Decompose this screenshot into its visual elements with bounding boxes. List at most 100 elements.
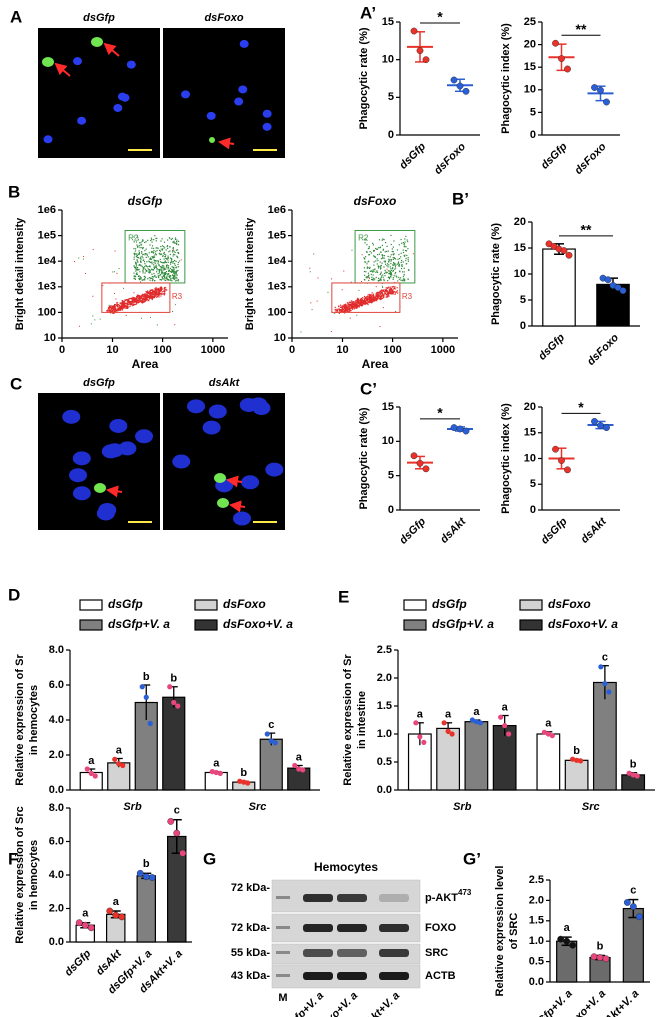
event-dot (406, 239, 408, 241)
x-tick-label: 10 (336, 344, 348, 356)
event-dot (390, 273, 392, 275)
protein-name: ACTB (425, 970, 456, 982)
event-dot (367, 296, 369, 298)
event-dot (379, 326, 381, 328)
event-dot (154, 293, 156, 295)
y-tick-label: 1e3 (268, 281, 286, 293)
event-dot (374, 256, 376, 258)
event-dot (150, 295, 152, 297)
event-dot (395, 271, 397, 274)
event-dot (398, 276, 400, 279)
event-dot (135, 300, 137, 302)
event-dot (379, 246, 382, 248)
x-tick-label: dsGfp (536, 331, 567, 362)
event-dot (363, 299, 365, 301)
event-dot (174, 304, 176, 306)
event-dot (178, 260, 180, 262)
event-dot (407, 240, 409, 243)
event-dot (393, 257, 395, 259)
event-dot (382, 287, 384, 289)
event-dot (122, 302, 124, 304)
significance-letter: a (417, 709, 424, 721)
event-dot (167, 247, 169, 249)
data-point (410, 452, 418, 460)
data-point (564, 466, 571, 474)
event-dot (135, 299, 137, 301)
event-dot (369, 267, 371, 270)
event-dot (148, 292, 150, 294)
event-dot (138, 245, 141, 247)
event-dot (163, 276, 166, 278)
event-dot (351, 305, 353, 308)
arrow (106, 485, 123, 498)
legend-label: dsFoxo (548, 597, 591, 611)
event-dot (170, 278, 172, 280)
event-dot (145, 265, 147, 267)
event-dot (107, 310, 109, 312)
event-dot (121, 303, 124, 305)
event-dot (161, 267, 163, 269)
event-dot (121, 305, 123, 307)
event-dot (351, 302, 353, 305)
event-dot (364, 303, 366, 305)
event-dot (357, 300, 359, 302)
data-point (574, 757, 580, 763)
y-tick-label: 4.0 (49, 714, 64, 726)
data-point (112, 756, 118, 762)
event-dot (152, 293, 155, 296)
event-dot (156, 296, 158, 298)
event-dot (361, 301, 363, 303)
event-dot (360, 298, 362, 300)
event-dot (407, 256, 409, 259)
event-dot (167, 266, 170, 269)
event-dot (147, 292, 149, 295)
event-dot (340, 309, 342, 311)
event-dot (153, 264, 155, 266)
event-dot (176, 243, 178, 246)
y-tick-label: 5 (388, 470, 394, 482)
event-dot (122, 305, 124, 307)
event-dot (119, 304, 121, 306)
event-dot (145, 291, 148, 293)
event-dot (391, 248, 393, 250)
event-dot (361, 254, 363, 256)
event-dot (392, 278, 394, 280)
event-dot (157, 289, 159, 291)
event-dot (394, 292, 397, 294)
event-dot (123, 302, 126, 305)
event-dot (341, 308, 344, 310)
marker-band (276, 896, 290, 899)
event-dot (82, 258, 84, 260)
event-dot (174, 270, 176, 273)
event-dot (158, 249, 161, 251)
event-dot (121, 306, 123, 308)
y-tick-label: 2.0 (49, 902, 64, 914)
event-dot (174, 263, 176, 265)
event-dot (385, 272, 387, 274)
y-axis-label: Phagocytic rate (%) (358, 407, 370, 509)
y-tick-label: 5 (530, 106, 536, 118)
event-dot (149, 272, 151, 274)
event-dot (377, 295, 380, 297)
event-dot (345, 305, 347, 307)
panel-letter: B’ (452, 189, 469, 208)
event-dot (147, 239, 149, 241)
data-point (171, 699, 177, 706)
nucleus (206, 111, 216, 120)
event-dot (134, 278, 136, 280)
significance-mark: * (437, 405, 443, 421)
event-dot (365, 238, 367, 240)
event-dot (145, 264, 147, 267)
event-dot (341, 307, 343, 309)
event-dot (164, 272, 167, 274)
event-dot (173, 269, 175, 271)
event-dot (151, 241, 153, 243)
data-point (173, 829, 181, 837)
event-dot (164, 271, 166, 274)
event-dot (147, 295, 149, 297)
data-point (541, 729, 547, 735)
event-dot (141, 299, 144, 301)
event-dot (350, 301, 352, 304)
event-dot (370, 299, 372, 301)
event-dot (148, 293, 151, 295)
